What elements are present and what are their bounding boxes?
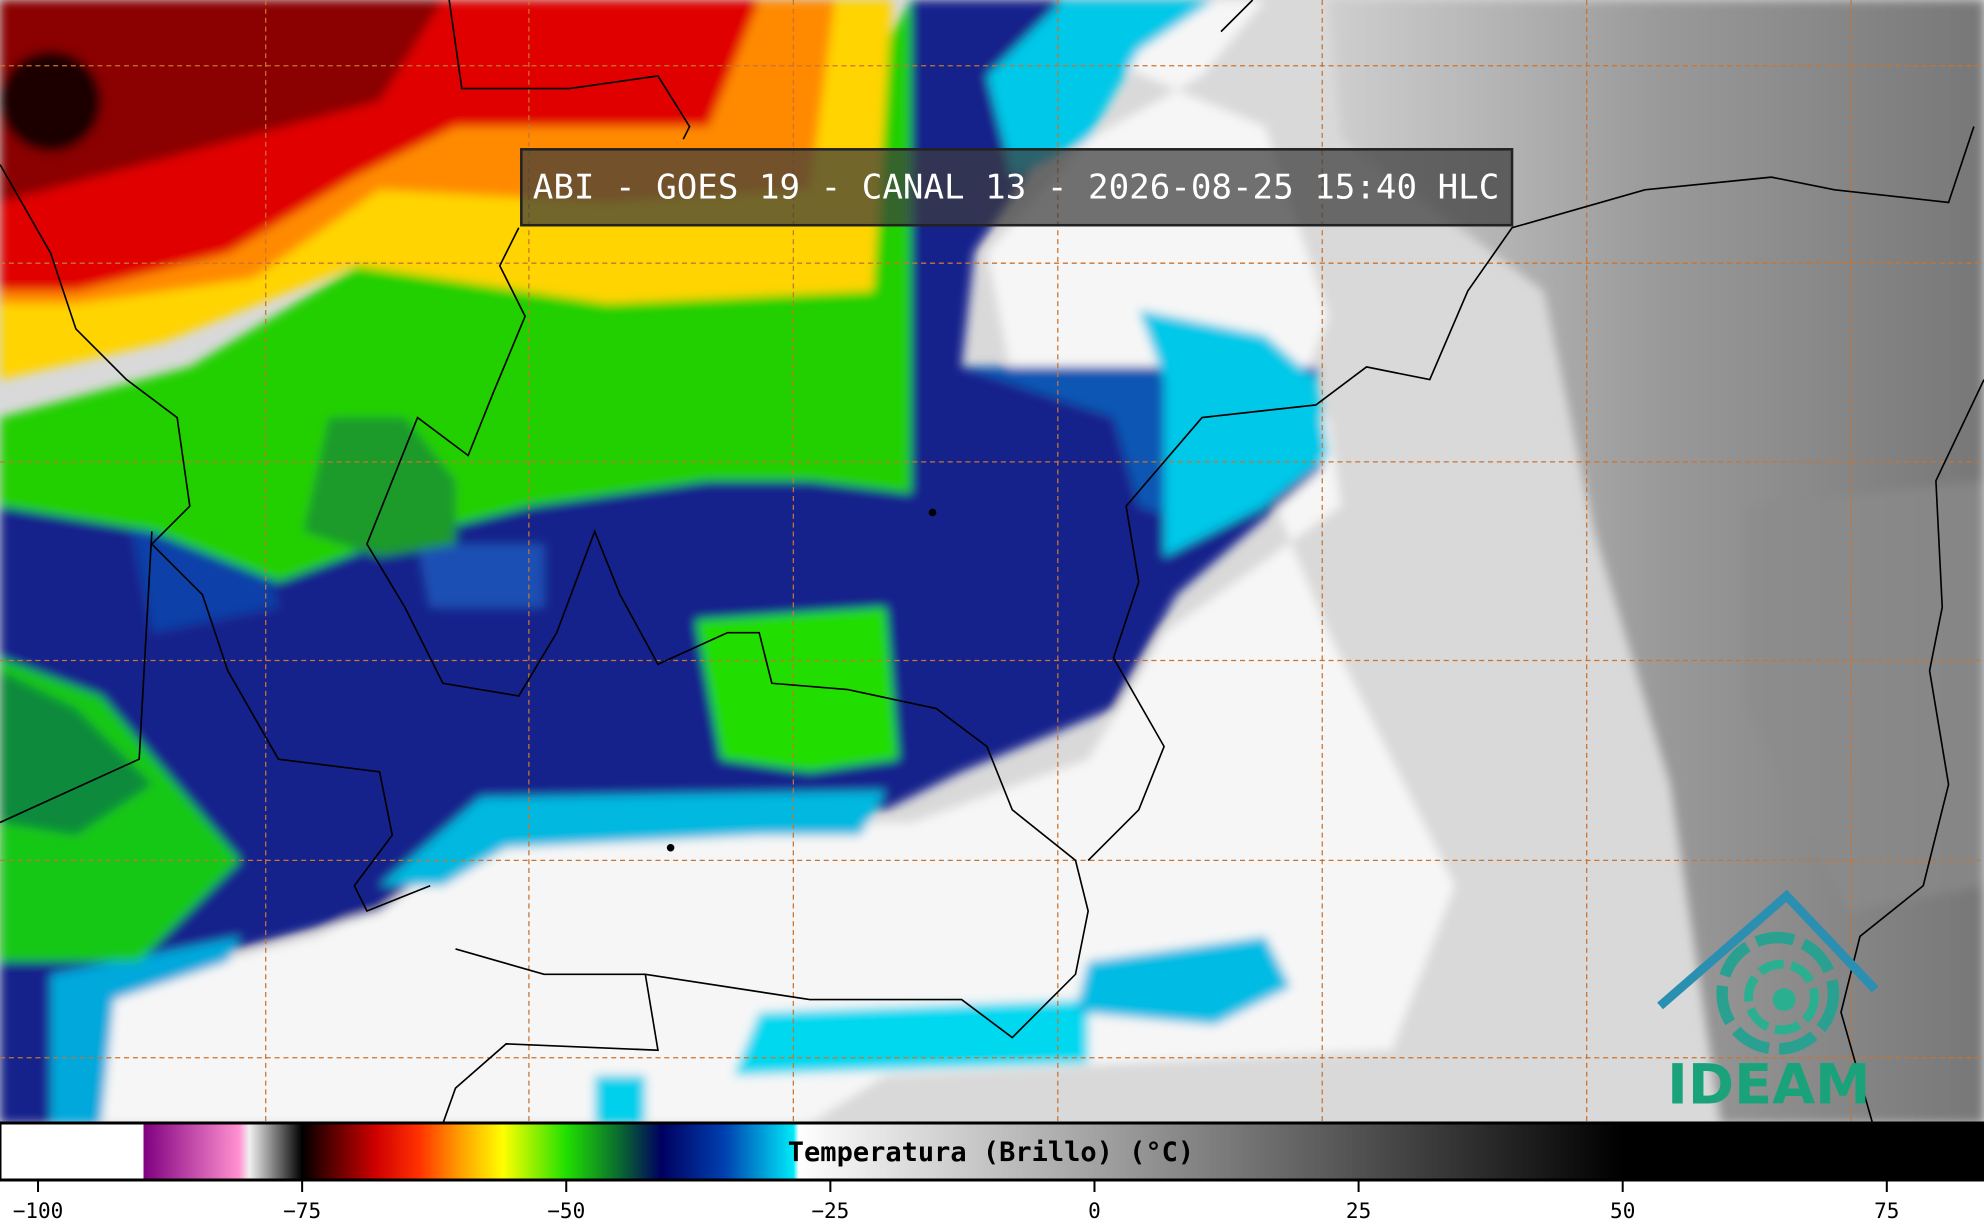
tick-label: −75: [283, 1199, 321, 1223]
colorbar-bar: [0, 1121, 1984, 1182]
tick-label: 75: [1874, 1199, 1899, 1223]
colorbar-label: Temperatura (Brillo) (°C): [788, 1137, 1194, 1168]
title-box: [520, 148, 1514, 227]
colorbar: Temperatura (Brillo) (°C) −100 −75 −50 −25 0…: [0, 1121, 1984, 1223]
tick-label: −100: [13, 1199, 64, 1223]
tick-label: 50: [1610, 1199, 1635, 1223]
tick-label: 25: [1346, 1199, 1371, 1223]
tick-label: −25: [811, 1199, 849, 1223]
map-image: ABI - GOES 19 - CANAL 13 - 2026-08-25 15…: [0, 0, 1984, 1124]
title: ABI - GOES 19 - CANAL 13 - 2026-08-25 15…: [533, 168, 1500, 208]
tick-label: 0: [1088, 1199, 1101, 1223]
logo: IDEAM: [1657, 889, 1879, 1117]
tick-label: −50: [547, 1199, 585, 1223]
logo-text: IDEAM: [1667, 1052, 1870, 1117]
